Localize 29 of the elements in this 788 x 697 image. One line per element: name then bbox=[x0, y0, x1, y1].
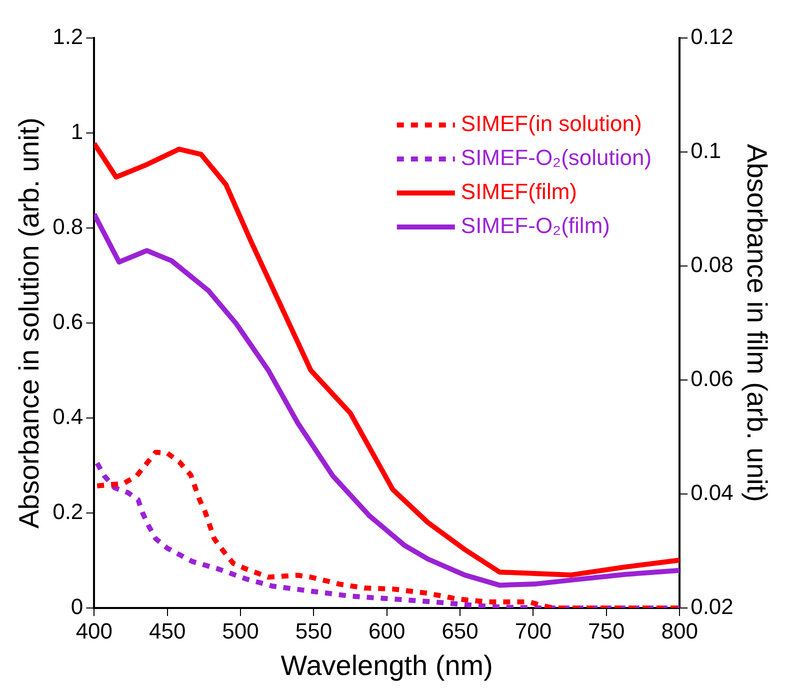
legend-label: SIMEF(in solution) bbox=[460, 111, 642, 136]
y-tick-label: 0.2 bbox=[52, 499, 84, 524]
x-tick-label: 600 bbox=[368, 618, 406, 644]
x-tick-label: 650 bbox=[442, 618, 478, 644]
legend-label: SIMEF(film) bbox=[460, 179, 577, 204]
y-tick-label: 0.6 bbox=[52, 309, 84, 334]
y2-tick-label: 0.12 bbox=[690, 24, 734, 50]
x-axis-title: Wavelength (nm) bbox=[280, 650, 493, 681]
y-tick-label: 0 bbox=[70, 594, 84, 620]
legend-label: SIMEF-O₂(film) bbox=[460, 213, 610, 238]
y2-tick-label: 0.1 bbox=[690, 138, 722, 164]
y2-tick-label: 0.08 bbox=[690, 252, 734, 278]
y-tick-label: 0.4 bbox=[52, 404, 84, 430]
x-tick-label: 700 bbox=[514, 618, 552, 644]
legend-label: SIMEF-O₂(solution) bbox=[460, 145, 652, 170]
y-tick-label: 1.2 bbox=[52, 24, 84, 50]
y2-tick-label: 0.04 bbox=[690, 480, 734, 506]
x-tick-label: 750 bbox=[588, 618, 625, 644]
y2-axis-title: Absorbance in film (arb. unit) bbox=[741, 144, 772, 502]
x-tick-label: 800 bbox=[661, 618, 698, 644]
y-axis-title: Absorbance in solution (arb. unit) bbox=[14, 118, 45, 528]
x-tick-label: 450 bbox=[149, 618, 186, 644]
x-tick-label: 550 bbox=[295, 618, 332, 644]
y-tick-label: 0.8 bbox=[52, 214, 84, 240]
x-tick-label: 500 bbox=[222, 618, 259, 644]
y2-tick-label: 0.06 bbox=[690, 366, 734, 392]
x-tick-label: 400 bbox=[76, 618, 113, 644]
y-tick-label: 1 bbox=[70, 119, 84, 144]
y2-tick-label: 0.02 bbox=[690, 594, 734, 620]
